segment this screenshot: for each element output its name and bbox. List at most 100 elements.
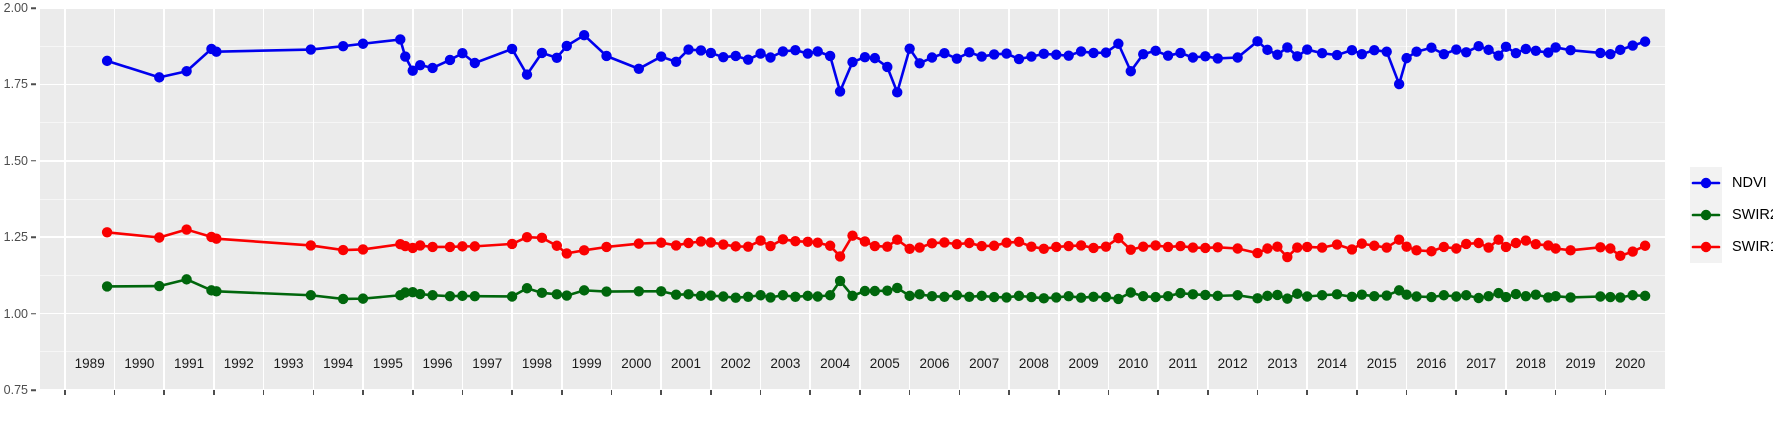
x-axis-tick-mark [759,390,762,395]
data-point [812,237,823,248]
legend-item-swir2[interactable]: SWIR2 [1690,199,1773,231]
data-point [427,290,438,301]
gridline-x-major [759,8,762,390]
data-point [211,286,222,297]
data-point [337,41,349,52]
x-axis-tick-label: 1996 [422,356,453,371]
data-point [469,241,481,252]
x-axis-tick-mark [859,390,861,395]
gridline-x-major [411,8,414,390]
data-point [1346,291,1358,302]
data-point [1627,40,1638,51]
legend-item-ndvi[interactable]: NDVI [1690,167,1773,199]
data-point [1212,242,1223,253]
data-point [427,241,438,253]
x-axis-tick-mark [1604,390,1607,395]
x-axis-tick-mark [163,390,166,395]
x-axis-tick-label: 1989 [74,356,105,371]
series-line [105,228,1647,259]
data-point [1438,241,1450,253]
x-axis-tick-label: 1992 [223,356,254,371]
data-point [1001,237,1012,248]
data-point [655,51,667,62]
series-layer [101,30,1651,305]
data-point [1282,251,1293,263]
data-point [988,49,1000,60]
data-point [1595,242,1606,253]
data-point [457,48,468,59]
data-point [1493,234,1504,245]
data-point [1232,290,1243,301]
data-point [892,234,903,245]
data-point [765,292,776,303]
y-axis-tick-mark [31,236,36,238]
data-point [1232,52,1243,63]
data-point [1212,290,1223,302]
x-axis-tick-label: 2015 [1366,356,1397,371]
x-axis-tick-label: 1999 [571,356,602,371]
series-line [105,278,1647,301]
x-axis-tick-label: 2003 [770,356,801,371]
gridline-x-major [958,8,961,390]
data-point [521,69,533,80]
data-point [802,48,813,59]
data-point [976,51,987,62]
data-point [414,59,426,71]
x-axis-ticks [40,390,1665,402]
data-point [718,291,729,302]
data-point [670,56,682,67]
x-axis-tick-label: 2002 [720,356,751,371]
data-point [561,40,572,52]
data-point [1411,291,1422,302]
data-point [765,240,776,252]
x-axis-tick-label: 2009 [1068,356,1099,371]
data-point [695,290,707,302]
data-point [1356,289,1368,300]
data-point [1627,246,1638,257]
gridline-x-major [809,8,812,390]
data-point [951,53,963,64]
data-point [755,48,766,59]
series-line [105,33,1647,94]
data-point [1510,237,1522,249]
data-point [521,232,533,243]
x-axis-tick-label: 2016 [1416,356,1447,371]
data-point [1369,240,1380,251]
x-axis-tick-label: 1998 [521,356,552,371]
data-point [1302,44,1313,55]
data-point [1381,46,1392,57]
gridline-x-major [660,8,662,390]
data-point [914,58,925,69]
y-axis-tick-label: 1.00 [3,306,28,321]
data-point [1150,291,1161,303]
data-point [1013,290,1025,302]
x-axis-tick-mark [1554,390,1557,395]
data-point [427,62,438,74]
legend-item-swir1[interactable]: SWIR1 [1690,231,1773,263]
x-axis-tick-mark [362,390,364,395]
gridline-x-major [1157,8,1159,390]
data-point [1483,44,1494,56]
data-point [1605,291,1616,303]
data-point [882,61,893,73]
gridline-x-major [362,8,364,390]
x-axis-tick-mark [1057,390,1060,395]
data-point [1605,243,1616,254]
gridline-x-major [213,8,215,390]
gridline-x-major [113,8,116,390]
gridline-y-major [40,83,1665,86]
y-axis-tick-mark [31,83,36,86]
x-axis-tick-mark [1256,390,1259,395]
data-point [357,293,369,304]
gridline-y-major [40,160,1665,162]
data-point [802,290,813,302]
gridline-y-minor [40,274,1665,276]
data-point [101,281,113,292]
data-point [1138,48,1149,60]
data-point [1038,293,1050,304]
data-point [1302,291,1313,302]
data-point [1252,293,1263,304]
data-point [469,290,481,302]
y-axis-tick-label: 1.50 [3,153,28,168]
